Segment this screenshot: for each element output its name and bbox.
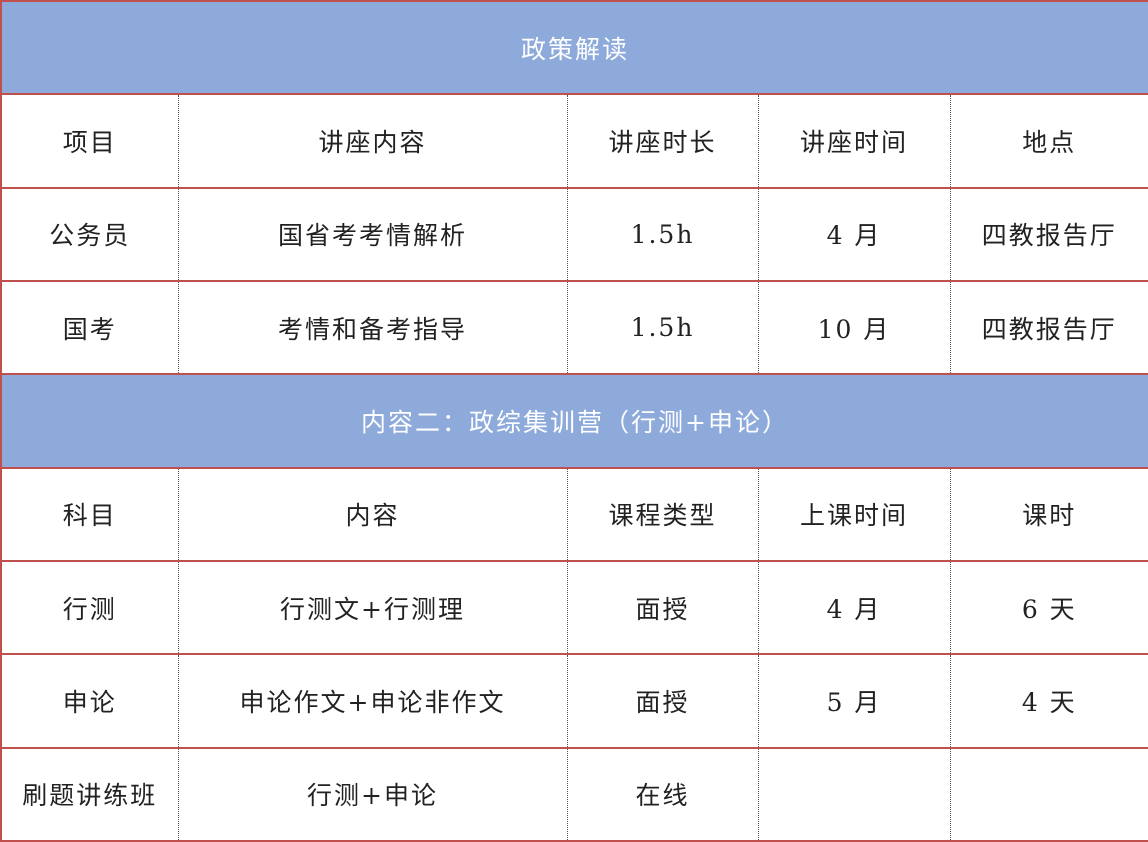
section-header-row: 政策解读 — [0, 0, 1148, 96]
table-row: 刷题讲练班 行测+申论 在线 — [0, 746, 1148, 842]
table-cell: 刷题讲练班 — [0, 746, 179, 842]
table-cell: 5 月 — [757, 653, 951, 749]
table-cell: 申论作文+申论非作文 — [177, 653, 568, 749]
column-header: 讲座时长 — [566, 93, 759, 189]
column-header: 科目 — [0, 466, 179, 562]
table-cell: 4 月 — [757, 559, 951, 656]
table-cell: 行测 — [0, 559, 179, 656]
column-header: 讲座时间 — [757, 93, 951, 189]
table-cell: 1.5h — [566, 279, 759, 376]
table-cell — [757, 746, 951, 842]
table-cell: 行测文+行测理 — [177, 559, 568, 656]
table-cell: 在线 — [566, 746, 759, 842]
table-cell: 4 月 — [757, 186, 951, 282]
table-cell: 国省考考情解析 — [177, 186, 568, 282]
column-header: 上课时间 — [757, 466, 951, 562]
table-cell: 面授 — [566, 653, 759, 749]
column-header: 讲座内容 — [177, 93, 568, 189]
table-cell: 10 月 — [757, 279, 951, 376]
column-header-row: 项目 讲座内容 讲座时长 讲座时间 地点 — [0, 93, 1148, 189]
section-title: 政策解读 — [0, 0, 1148, 96]
table-cell: 行测+申论 — [177, 746, 568, 842]
table-cell: 公务员 — [0, 186, 179, 282]
column-header: 课时 — [949, 466, 1148, 562]
column-header: 地点 — [949, 93, 1148, 189]
table-cell: 4 天 — [949, 653, 1148, 749]
table-cell: 申论 — [0, 653, 179, 749]
table-cell: 四教报告厅 — [949, 279, 1148, 376]
table-row: 公务员 国省考考情解析 1.5h 4 月四教报告厅 — [0, 186, 1148, 282]
table-row: 国考 考情和备考指导 1.5h 10 月四教报告厅 — [0, 279, 1148, 376]
column-header: 课程类型 — [566, 466, 759, 562]
table-cell: 6 天 — [949, 559, 1148, 656]
section-title: 内容二：政综集训营（行测+申论） — [0, 373, 1148, 469]
section-header-row: 内容二：政综集训营（行测+申论） — [0, 373, 1148, 469]
table-cell: 四教报告厅 — [949, 186, 1148, 282]
table-cell: 国考 — [0, 279, 179, 376]
table-cell: 面授 — [566, 559, 759, 656]
table-cell: 考情和备考指导 — [177, 279, 568, 376]
table-cell — [949, 746, 1148, 842]
column-header-row: 科目 内容 课程类型 上课时间 课时 — [0, 466, 1148, 562]
column-header: 项目 — [0, 93, 179, 189]
column-header: 内容 — [177, 466, 568, 562]
table-cell: 1.5h — [566, 186, 759, 282]
